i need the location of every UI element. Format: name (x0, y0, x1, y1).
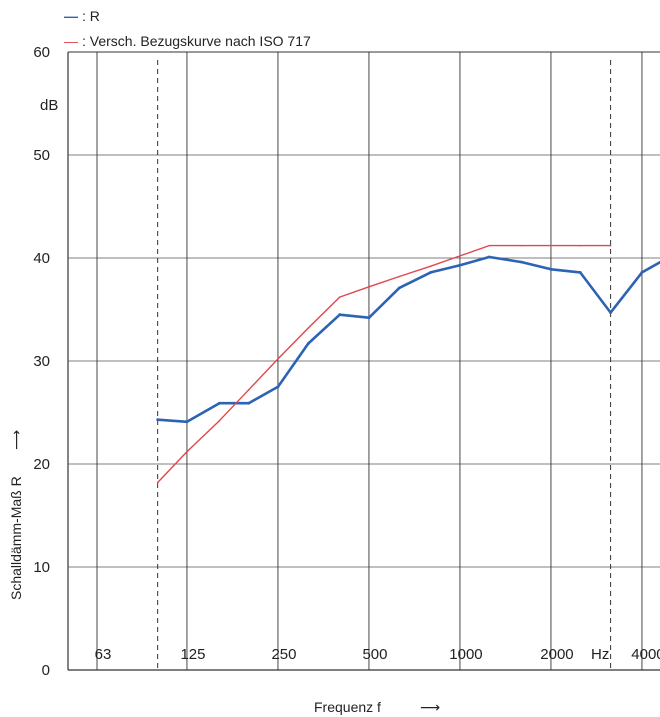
reference-point-3150 (609, 244, 612, 247)
r-point-160 (217, 401, 221, 405)
y-tick-label-20: 20 (33, 456, 50, 473)
x-unit-label: Hz (591, 646, 609, 663)
reference-point-250 (277, 358, 279, 360)
reference-point-800 (429, 265, 432, 268)
plot-area (67, 51, 660, 671)
y-axis-title: Schalldämm-Maß R ⟶ (8, 430, 24, 600)
reference-point-160 (218, 419, 221, 422)
legend-marker-r: — (64, 8, 78, 24)
y-unit-label: dB (40, 97, 58, 114)
legend: — : R — : Versch. Bezugskurve nach ISO 7… (64, 8, 311, 49)
x-tick-label-2000: 2000 (540, 646, 573, 663)
r-point-630 (397, 286, 401, 290)
series-layer (156, 244, 660, 484)
reference-point-125 (186, 450, 188, 453)
r-point-250 (276, 385, 280, 389)
x-tick-label-63: 63 (95, 646, 112, 663)
x-axis-ticks: 63 125 250 500 1000 2000 4000 (95, 646, 660, 663)
series-line-r (157, 255, 660, 424)
reference-point-1250 (488, 244, 491, 247)
x-axis-label: Frequenz f (314, 699, 381, 715)
r-point-4000 (640, 271, 644, 274)
reference-point-2500 (579, 244, 582, 247)
r-point-1600 (520, 260, 524, 264)
r-point-2500 (578, 271, 582, 274)
reference-point-630 (398, 275, 401, 278)
vertical-gridlines (96, 52, 643, 670)
reference-point-1600 (520, 244, 523, 247)
r-point-800 (429, 271, 433, 274)
r-point-315 (306, 342, 310, 345)
y-axis-ticks: 0 10 20 30 40 50 60 (33, 44, 50, 679)
y-tick-label-60: 60 (33, 44, 50, 61)
x-tick-label-125: 125 (180, 646, 205, 663)
r-point-2000 (549, 267, 553, 271)
y-tick-label-0: 0 (42, 662, 50, 679)
series-line-reference (157, 244, 611, 483)
reference-point-1000 (459, 255, 461, 257)
y-axis-label: Schalldämm-Maß R (8, 476, 24, 600)
r-point-200 (247, 401, 251, 405)
x-axis-arrow: ⟶ (420, 699, 440, 715)
r-point-1250 (487, 255, 491, 259)
reference-point-100 (156, 481, 159, 484)
reference-point-400 (338, 296, 341, 298)
y-tick-label-30: 30 (33, 353, 50, 370)
x-tick-label-4000: 4000 (631, 646, 660, 663)
r-point-400 (338, 313, 342, 317)
legend-label-reference: : Versch. Bezugskurve nach ISO 717 (82, 33, 311, 49)
legend-item-r: — : R (64, 8, 100, 24)
r-point-500 (367, 316, 371, 320)
r-point-125 (185, 420, 189, 424)
legend-marker-reference: — (64, 33, 78, 49)
reference-point-2000 (550, 244, 552, 247)
x-tick-label-250: 250 (271, 646, 296, 663)
y-tick-label-10: 10 (33, 559, 50, 576)
r-point-100 (156, 418, 160, 422)
y-tick-label-50: 50 (33, 147, 50, 164)
y-axis-arrow: ⟶ (8, 430, 24, 450)
x-tick-label-500: 500 (362, 646, 387, 663)
r-point-3150 (609, 311, 612, 314)
frequency-range-markers (157, 60, 612, 670)
r-point-1000 (458, 263, 462, 267)
reference-point-200 (247, 389, 250, 391)
legend-label-r: : R (82, 8, 100, 24)
reference-point-315 (307, 327, 310, 329)
legend-item-reference: — : Versch. Bezugskurve nach ISO 717 (64, 33, 311, 49)
x-axis-title: Frequenz f ⟶ (314, 699, 440, 715)
x-tick-label-1000: 1000 (449, 646, 482, 663)
y-tick-label-40: 40 (33, 250, 50, 267)
reference-point-500 (368, 286, 370, 288)
horizontal-gridlines (68, 154, 660, 568)
